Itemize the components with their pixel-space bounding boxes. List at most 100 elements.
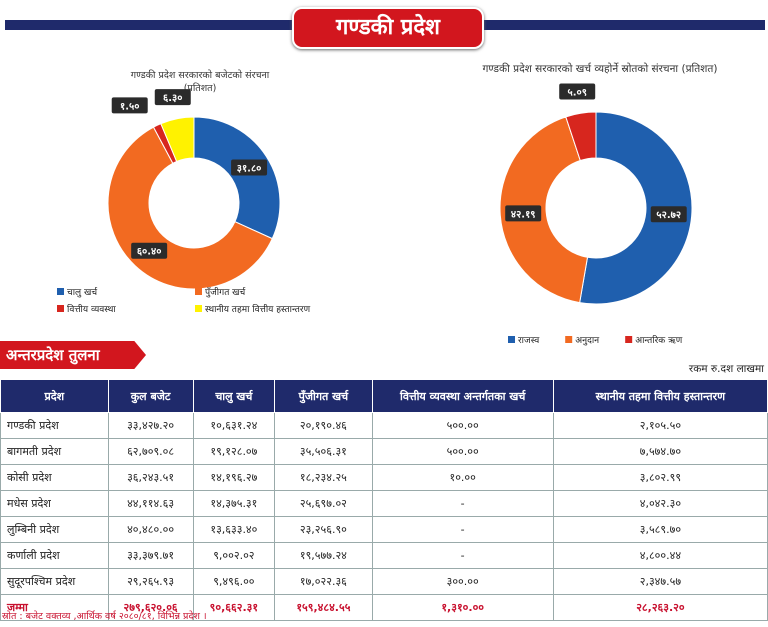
table-row: लुम्बिनी प्रदेश ४०,४८०.०० १३,६३३.४० २३,२५६.… (0, 516, 768, 543)
legend-swatch (195, 305, 202, 312)
legend-swatch (57, 305, 64, 312)
legend-label: वित्तीय व्यवस्था (67, 303, 116, 315)
table-row: गण्डकी प्रदेश ३३,४२७.२० १०,६३१.२४ २०,१९०.४६… (0, 412, 768, 439)
value-label-box (559, 83, 596, 100)
column-header: पुँजीगत खर्च (274, 379, 373, 413)
table-cell: गण्डकी प्रदेश (0, 412, 109, 439)
table-cell: २३,२५६.९० (274, 516, 373, 543)
table-cell: १५९,४८४.५५ (274, 594, 373, 621)
table-cell: १४,३७५.३१ (192, 490, 276, 517)
table-cell: २८,२६३.२० (552, 594, 768, 621)
source-note: स्रोत : बजेट वक्तव्य ,आर्थिक वर्ष २०८०/८… (2, 611, 207, 622)
donut-slice (565, 111, 597, 162)
chart-title: गण्डकी प्रदेश सरकारको बजेटको संरचना (प्रत… (95, 68, 305, 94)
table-row: सुदूरपश्चिम प्रदेश २९,२६५.९३ ९,४९६.०० १७,०२… (0, 568, 768, 595)
table-cell: १३,६३३.४० (192, 516, 276, 543)
table-cell: सुदूरपश्चिम प्रदेश (0, 568, 109, 595)
table-cell: ९,००२.०२ (192, 542, 276, 569)
legend-label: चालु खर्च (67, 286, 98, 298)
value-label-box (154, 89, 191, 106)
table-cell: २,१०५.५० (552, 412, 768, 439)
table-cell: जम्मा (0, 594, 109, 621)
table-row: बागमती प्रदेश ६२,७०९.०८ १९,१२८.०७ ३५,५०६.३१… (0, 438, 768, 465)
table-cell: - (371, 542, 554, 569)
legend-label: स्थानीय तहमा वित्तीय हस्तान्तरण (205, 303, 311, 315)
value-label-box (505, 205, 542, 222)
legend-swatch (625, 336, 633, 343)
value-label: ५.०९ (568, 88, 587, 99)
donut-slice (160, 116, 195, 163)
table-cell: २,३४७.५७ (552, 568, 768, 595)
legend-swatch (508, 336, 515, 343)
column-header: वित्तीय व्यवस्था अन्तर्गतका खर्च (371, 379, 554, 413)
donut-slice (579, 111, 693, 305)
table-cell: ३००.०० (371, 568, 554, 595)
chart-subtitle: (प्रतिशत) (183, 83, 217, 94)
value-label-box (231, 159, 268, 176)
table-cell: १०.०० (371, 464, 554, 491)
value-label: ५२.७२ (656, 210, 681, 221)
comparison-table: प्रदेश कुल बजेट चालु खर्च पुँजीगत खर्च वित्त… (0, 379, 768, 621)
table-cell: ५००.०० (371, 438, 554, 465)
table-cell: कोसी प्रदेश (0, 464, 109, 491)
column-header: प्रदेश (0, 379, 109, 413)
table-row: जम्मा २७९,६२०.०६ ९०,६६२.३१ १५९,४८४.५५ १,३१०.… (0, 594, 768, 621)
table-cell: २७९,६२०.०६ (107, 594, 194, 621)
section-title: अन्तरप्रदेश तुलना (0, 341, 146, 369)
table-row: कोसी प्रदेश ३६,२४३.५१ १४,१९६.२७ १८,२३४.२५ १०… (0, 464, 768, 491)
table-cell: - (371, 490, 554, 517)
table-cell: - (371, 516, 554, 543)
header-title: गण्डकी प्रदेश (292, 7, 484, 49)
table-cell: ९०,६६२.३१ (192, 594, 276, 621)
legend-label: पुँजीगत खर्च (205, 286, 246, 298)
table-cell: ४,०४२.३० (552, 490, 768, 517)
value-label-box (131, 242, 168, 259)
table-cell: २५,६९७.०२ (274, 490, 373, 517)
table-cell: १८,२३४.२५ (274, 464, 373, 491)
table-cell: ३३,३७९.७१ (107, 542, 194, 569)
value-label: ३१.८० (237, 164, 262, 175)
table-header-row: प्रदेश कुल बजेट चालु खर्च पुँजीगत खर्च वित्त… (0, 379, 768, 413)
table-cell: लुम्बिनी प्रदेश (0, 516, 109, 543)
donut-slice (499, 116, 589, 304)
chart-title: गण्डकी प्रदेश सरकारको खर्च व्यहोर्ने स्र… (482, 63, 718, 75)
table-cell: १७,०२२.३६ (274, 568, 373, 595)
table-cell: २०,१९०.४६ (274, 412, 373, 439)
value-label: ६.३० (163, 93, 182, 104)
table-cell: ४,८००.४४ (552, 542, 768, 569)
table-cell: ३३,४२७.२० (107, 412, 194, 439)
column-header: चालु खर्च (192, 379, 276, 413)
table-cell: ४४,११४.६३ (107, 490, 194, 517)
value-label: १.५० (120, 101, 139, 112)
table-row: मधेस प्रदेश ४४,११४.६३ १४,३७५.३१ २५,६९७.०२-४… (0, 490, 768, 517)
chart-title-text: गण्डकी प्रदेश सरकारको बजेटको संरचना (130, 70, 270, 81)
legend-label: आन्तरिक ऋण (635, 334, 683, 346)
table-row: कर्णाली प्रदेश ३३,३७९.७१ ९,००२.०२ १९,५७७.२४… (0, 542, 768, 569)
value-label: ४२.१९ (511, 209, 536, 220)
column-header: कुल बजेट (107, 379, 194, 413)
table-cell: ७,५७४.७० (552, 438, 768, 465)
legend-label: राजस्व (518, 336, 540, 346)
table-cell: कर्णाली प्रदेश (0, 542, 109, 569)
table-cell: १९,१२८.०७ (192, 438, 276, 465)
table-cell: १९,५७७.२४ (274, 542, 373, 569)
legend-swatch (565, 336, 573, 343)
donut-slice (193, 116, 281, 240)
table-cell: ५००.०० (371, 412, 554, 439)
charts: ३१.८० ६०.४० १.५० ६.३० चालु खर्च पुँजीगत खर्च व… (57, 83, 693, 346)
legend-swatch (57, 288, 64, 295)
table-cell: २९,२६५.९३ (107, 568, 194, 595)
legend-swatch (195, 288, 202, 295)
table-cell: ३६,२४३.५१ (107, 464, 194, 491)
table-cell: ६२,७०९.०८ (107, 438, 194, 465)
table-cell: १,३१०.०० (371, 594, 554, 621)
value-label-box (650, 206, 687, 223)
value-label-box (111, 97, 148, 114)
table-cell: बागमती प्रदेश (0, 438, 109, 465)
table-cell: ३,८०२.९९ (552, 464, 768, 491)
table-cell: ४०,४८०.०० (107, 516, 194, 543)
table-cell: १४,१९६.२७ (192, 464, 276, 491)
value-label: ६०.४० (137, 247, 162, 258)
table-cell: १०,६३१.२४ (192, 412, 276, 439)
